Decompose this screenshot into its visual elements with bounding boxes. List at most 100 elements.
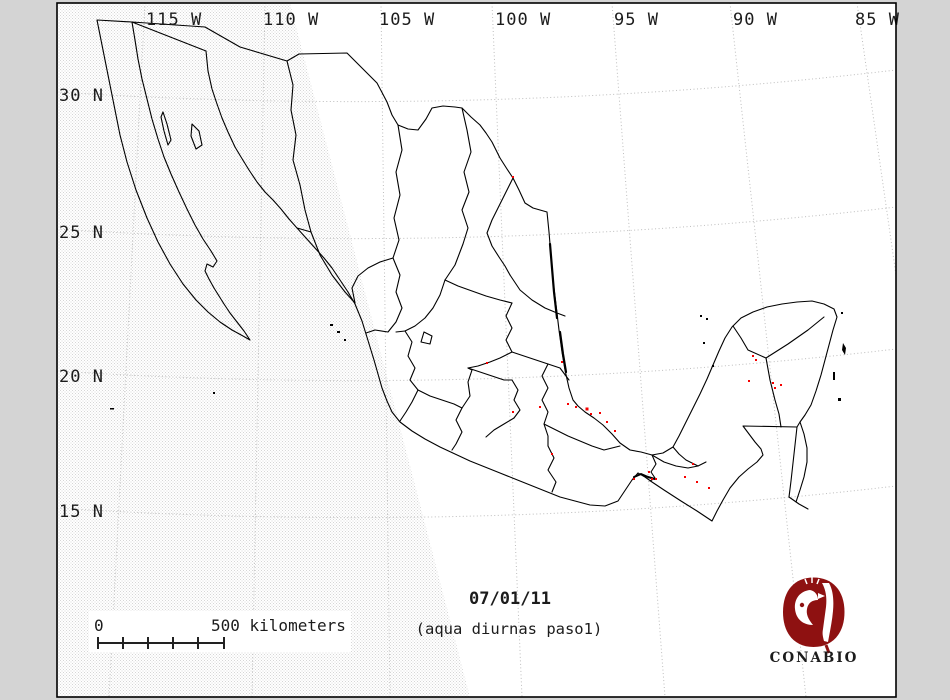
border-guatemala-south [788, 496, 809, 510]
lat-label: 20 N [59, 367, 104, 387]
parallel-15n [56, 485, 897, 519]
hotspot-dot [606, 421, 608, 423]
hotspot-dot [486, 362, 488, 364]
hotspot-dot [512, 176, 514, 178]
scale-end-label: 500 kilometers [211, 616, 346, 635]
border-tamaulipas-south [509, 274, 566, 317]
island-angel-de-la-guarda [160, 111, 172, 146]
meridian-100w [491, 2, 523, 698]
border-chihuahua-coahuila [392, 124, 403, 259]
hotspot-dot [614, 430, 616, 432]
pacific-islet-2 [213, 392, 215, 394]
graticule [56, 2, 897, 698]
hotspot-dot [752, 355, 754, 357]
border-jalisco-michoacan [417, 389, 463, 409]
parallel-30n [56, 69, 897, 103]
border-nuevoleon-tamaulipas [486, 177, 514, 276]
scale-bar-backdrop [89, 611, 351, 652]
hotspot-dot [780, 384, 782, 386]
logo-tail [824, 644, 831, 654]
lon-label: 90 W [733, 10, 778, 30]
meridian-95w [611, 2, 666, 698]
lon-label: 95 W [614, 10, 659, 30]
meridian-105w [380, 2, 391, 698]
lat-label: 25 N [59, 223, 104, 243]
mexico-geometry [96, 19, 846, 522]
border-mexico-guerrero [485, 417, 515, 438]
scale-start-label: 0 [94, 616, 104, 635]
hotspot-dot [551, 453, 553, 455]
hotspot-dot [655, 478, 657, 480]
border-veracruz-oaxaca [543, 423, 621, 451]
hotspots [486, 176, 782, 489]
meridian-85w [856, 2, 897, 276]
gulf-reef-1 [700, 315, 702, 317]
border-campeche-yucatan [732, 325, 767, 359]
border-zacatecas-slp [444, 279, 513, 304]
hotspot-dot [692, 463, 694, 465]
lon-label: 110 W [263, 10, 319, 30]
hotspot-dot [575, 406, 577, 408]
border-queretaro-guanajuato [467, 351, 513, 369]
scale-bar-ticks [97, 637, 225, 649]
hotspot-dot [590, 413, 592, 415]
border-mexico-state [511, 379, 521, 419]
hotspot-dot [539, 406, 541, 408]
conabio-logo: CONABIO [770, 577, 859, 666]
border-slp-east [505, 302, 513, 353]
hotspot-dot [567, 403, 569, 405]
hotspot-dot [748, 380, 750, 382]
hotspot-dot [651, 478, 653, 480]
graticule-labels: 115 W 110 W 105 W 100 W 95 W 90 W 85 W 3… [59, 10, 900, 522]
logo-emblem [783, 577, 845, 647]
lon-label: 115 W [146, 10, 202, 30]
subtitle-label: (aqua diurnas paso1) [416, 620, 603, 638]
meridian-115w [108, 2, 146, 698]
hotspot-dot [561, 361, 563, 363]
gulf-reef-2 [706, 318, 708, 320]
laguna-madre-barrier [548, 242, 559, 320]
hotspot-dot [772, 382, 774, 384]
scale-bar: 0 500 kilometers [89, 611, 351, 652]
parallel-20n [56, 348, 897, 382]
logo-beak [818, 593, 825, 599]
parallel-25n [56, 206, 897, 240]
small-islands [110, 312, 846, 410]
logo-crown-spike [804, 578, 808, 585]
hotspot-dot [774, 387, 776, 389]
border-jalisco-east [399, 330, 419, 422]
logo-parrot [822, 583, 834, 642]
islas-marias-3 [344, 339, 346, 341]
belize-coast [795, 421, 808, 503]
banco-chinchorro [838, 398, 841, 401]
hotspot-dot [633, 478, 635, 480]
border-puebla-veracruz [541, 363, 549, 447]
logo-crown-spike [816, 578, 820, 585]
border-coahuila-nuevoleon [444, 107, 472, 281]
border-sonora-chihuahua [286, 60, 312, 233]
hotspot-dot [512, 411, 514, 413]
lon-label: 85 W [855, 10, 900, 30]
mainland-outline [131, 21, 838, 522]
map-frame [56, 2, 897, 698]
border-michoacan-guerrero [451, 407, 463, 451]
hotspot-dot [648, 471, 650, 473]
isla-mujeres [841, 312, 843, 314]
island-tiburon [190, 123, 203, 150]
hotspot-dot [755, 359, 757, 361]
border-campeche-quintanaroo [765, 357, 782, 428]
hotspot-dot [585, 407, 589, 411]
hotspot-dot [599, 412, 601, 414]
isla-cozumel [842, 343, 846, 355]
meridian-110w [251, 2, 266, 698]
hotspot-dot [708, 487, 710, 489]
border-durango-nayarit [365, 257, 403, 334]
logo-crown [804, 577, 820, 585]
tamiahua-barrier [558, 330, 568, 374]
logo-caption: CONABIO [770, 650, 859, 666]
border-chihuahua-sinaloa [310, 231, 356, 304]
border-tabasco-campeche [672, 446, 699, 467]
border-hidalgo-veracruz [511, 351, 570, 381]
state-boundaries [286, 60, 825, 493]
